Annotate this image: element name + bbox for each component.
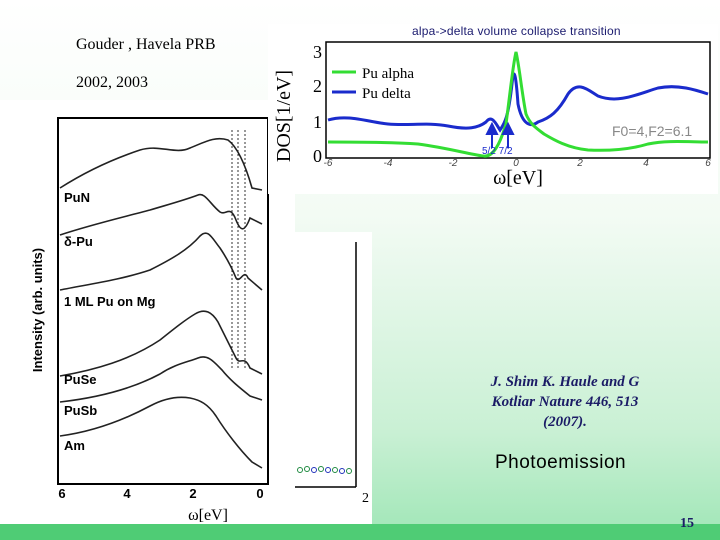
curve-label-am: Am [64, 438, 85, 453]
spectrum-am [59, 396, 263, 469]
credit-line: (2007). [543, 414, 587, 430]
pe-x-tick: 6 [58, 486, 65, 501]
dos-x-tick: 6 [705, 158, 711, 169]
curve-label-1ml-pu: 1 ML Pu on Mg [64, 294, 156, 309]
credit-line: Kotliar Nature 446, 513 [491, 394, 639, 410]
curve-label-puse: PuSe [64, 372, 97, 387]
dos-y-tick: 1 [313, 112, 322, 132]
dos-arrow-labels: 5/2 7/2 [482, 146, 513, 157]
curve-label-pun: PuN [64, 190, 90, 205]
dos-x-tick: -6 [324, 158, 333, 169]
back-figure-markers [297, 466, 352, 474]
dos-legend: Pu alpha Pu delta [332, 66, 414, 102]
pe-frame [57, 117, 269, 485]
curve-label-pusb: PuSb [64, 403, 97, 418]
pe-x-tick: 2 [189, 486, 196, 501]
dos-y-axis-label: DOS[1/eV] [273, 70, 295, 162]
photoemission-label: Photoemission [495, 452, 627, 473]
dos-curve-pu-alpha [327, 51, 709, 158]
dos-params: F0=4,F2=6.1 [612, 123, 692, 139]
back-figure: 2 [290, 232, 372, 524]
spectrum-pusb [59, 356, 263, 403]
reference-credit: J. Shim K. Haule and G Kotliar Nature 44… [470, 372, 660, 432]
dos-frame [325, 41, 711, 159]
back-figure-tick: 2 [362, 491, 369, 506]
photoemission-figure: PuN δ-Pu 1 ML Pu on Mg PuSe PuSb Am Inte… [0, 100, 295, 525]
pe-x-tick: 0 [256, 486, 263, 501]
dos-x-tick: 0 [513, 158, 519, 169]
dos-x-tick: -4 [384, 158, 393, 169]
page-number: 15 [680, 516, 694, 531]
pe-x-axis-label: ω[eV] [188, 507, 228, 524]
dos-figure: DOS[1/eV] 3 2 1 0 -6 -4 -2 0 2 4 6 Pu al… [268, 24, 718, 194]
credit-line: J. Shim K. Haule and G [490, 374, 640, 390]
spectrum-pun [59, 137, 263, 191]
dos-x-tick: 2 [576, 158, 583, 169]
dos-y-tick: 2 [313, 76, 322, 96]
pe-x-tick: 4 [123, 486, 131, 501]
citation-years: 2002, 2003 [76, 74, 148, 91]
spectrum-1ml-pu [59, 232, 263, 291]
dos-figure-title: alpa->delta volume collapse transition [412, 24, 621, 38]
pe-guide-lines [231, 130, 246, 370]
pe-y-axis-label: Intensity (arb. units) [30, 248, 45, 372]
dos-x-axis-label: ω[eV] [493, 167, 543, 189]
spectrum-puse [59, 310, 263, 377]
dos-x-tick: 4 [643, 158, 649, 169]
dos-y-tick: 3 [313, 42, 322, 62]
bottom-bar [0, 524, 720, 540]
dos-x-tick: -2 [449, 158, 458, 169]
legend-label-pu-alpha: Pu alpha [362, 66, 414, 82]
spectrum-delta-pu [59, 193, 263, 236]
dos-y-tick: 0 [313, 146, 322, 166]
curve-label-delta-pu: δ-Pu [64, 234, 93, 249]
legend-label-pu-delta: Pu delta [362, 86, 411, 102]
dos-arrows [485, 121, 515, 148]
dos-curve-pu-delta [327, 72, 709, 133]
citation-authors: Gouder , Havela PRB [76, 36, 216, 53]
